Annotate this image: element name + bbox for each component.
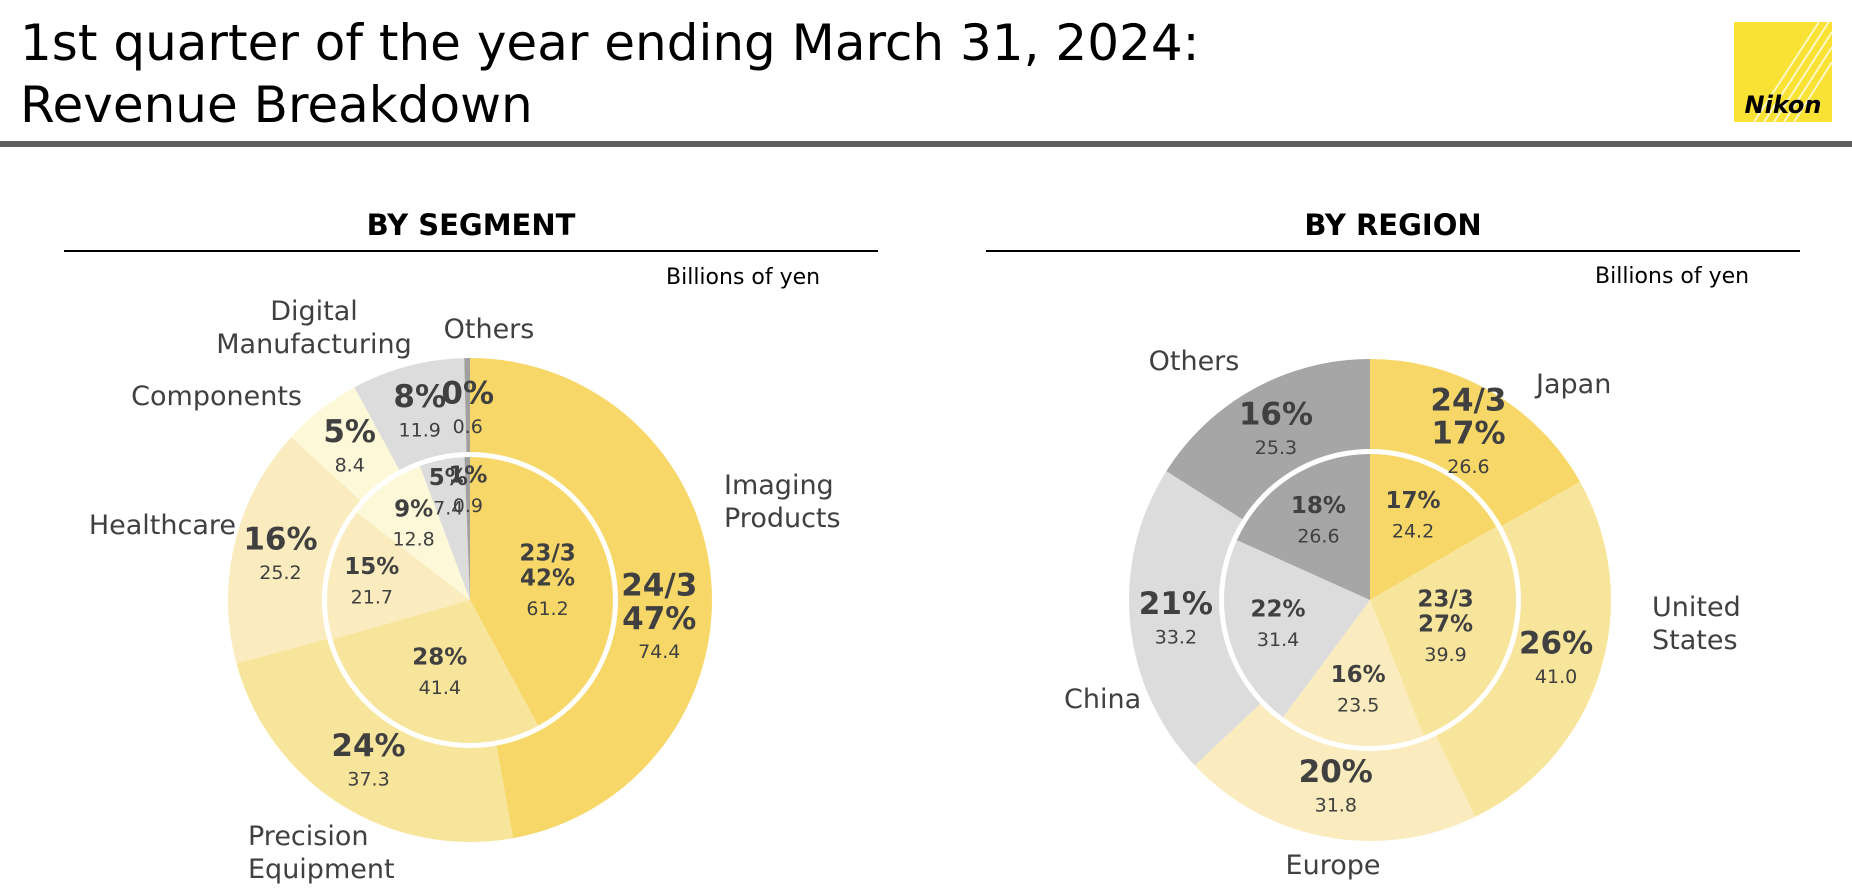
region-section-title: BY REGION xyxy=(1304,208,1482,242)
inner-pct-others: 1% xyxy=(448,463,487,489)
outer-value-others: 0.6 xyxy=(453,416,483,438)
outer-pct-precision-equipment: 24% xyxy=(331,728,405,764)
nikon-logo: Nikon xyxy=(1734,16,1833,123)
outer-pct-components: 5% xyxy=(323,414,376,450)
inner-slice-united-states xyxy=(1370,526,1517,736)
category-label-china: China xyxy=(1064,684,1141,715)
inner-value-components: 12.8 xyxy=(392,529,434,551)
category-label-japan: Japan xyxy=(1534,369,1611,400)
outer-pct-healthcare: 16% xyxy=(243,522,317,558)
category-label-others: Others xyxy=(444,314,535,345)
inner-slice-japan xyxy=(1370,454,1497,600)
category-label-digital-manufacturing: Digital xyxy=(270,296,358,327)
category-label-components: Components xyxy=(131,381,302,412)
title-line-1: 1st quarter of the year ending March 31,… xyxy=(20,14,1200,72)
outer-pct-china: 21% xyxy=(1139,586,1213,622)
inner-pct-precision-equipment: 28% xyxy=(412,645,467,671)
outer-value-united-states: 41.0 xyxy=(1535,666,1577,688)
outer-value-digital-manufacturing: 11.9 xyxy=(399,419,441,441)
by-region-chart: 24/317%26.626%41.020%31.821%33.216%25.31… xyxy=(1064,346,1741,881)
inner-pct-others: 18% xyxy=(1291,493,1346,519)
category-label-imaging-products: Products xyxy=(724,503,841,534)
inner-pct-united-states: 27% xyxy=(1418,611,1473,637)
outer-value-healthcare: 25.2 xyxy=(259,562,301,584)
inner-pct-digital-manufacturing: 5% xyxy=(429,465,468,491)
inner-slice-healthcare xyxy=(327,512,470,640)
inner-slice-europe xyxy=(1282,600,1424,747)
inner-pct-europe: 16% xyxy=(1331,662,1386,688)
inner-slice-precision-equipment xyxy=(332,600,539,743)
outer-pct-digital-manufacturing: 8% xyxy=(393,379,446,415)
outer-value-components: 8.4 xyxy=(335,454,365,476)
outer-pct-europe: 20% xyxy=(1299,754,1373,790)
inner-period-label: 23/3 xyxy=(519,541,575,567)
inner-slice-imaging-products xyxy=(470,457,613,726)
outer-pct-others: 16% xyxy=(1239,397,1313,433)
inner-pct-japan: 17% xyxy=(1385,488,1440,514)
header-divider xyxy=(0,141,1852,147)
category-label-precision-equipment: Equipment xyxy=(248,854,395,885)
inner-value-japan: 24.2 xyxy=(1392,520,1434,542)
inner-value-precision-equipment: 41.4 xyxy=(419,677,461,699)
region-units: Billions of yen xyxy=(1595,264,1750,289)
region-section-rule xyxy=(986,250,1800,252)
outer-value-imaging-products: 74.4 xyxy=(638,641,680,663)
inner-value-others: 26.6 xyxy=(1297,525,1339,547)
outer-value-others: 25.3 xyxy=(1255,437,1297,459)
segment-section-rule xyxy=(64,250,878,252)
inner-slice-digital-manufacturing xyxy=(419,457,470,600)
inner-period-label: 23/3 xyxy=(1417,587,1473,613)
inner-slice-china xyxy=(1224,540,1370,718)
category-label-digital-manufacturing: Manufacturing xyxy=(216,329,412,360)
outer-value-china: 33.2 xyxy=(1155,627,1197,649)
category-label-precision-equipment: Precision xyxy=(248,821,368,852)
logo-text: Nikon xyxy=(1745,91,1822,119)
inner-slice-components xyxy=(356,466,470,600)
inner-pct-imaging-products: 42% xyxy=(520,565,575,591)
outer-pct-imaging-products: 47% xyxy=(622,601,696,637)
outer-pct-others: 0% xyxy=(441,375,494,411)
inner-slice-others xyxy=(464,457,470,600)
category-label-united-states: States xyxy=(1652,625,1738,656)
inner-value-healthcare: 21.7 xyxy=(351,586,393,608)
category-label-healthcare: Healthcare xyxy=(89,510,236,541)
segment-units: Billions of yen xyxy=(666,265,821,290)
outer-value-europe: 31.8 xyxy=(1315,795,1357,817)
inner-slice-others xyxy=(1236,454,1370,600)
category-label-europe: Europe xyxy=(1286,850,1381,881)
title-line-2: Revenue Breakdown xyxy=(20,76,533,134)
outer-pct-japan: 17% xyxy=(1431,416,1505,452)
page-title: 1st quarter of the year ending March 31,… xyxy=(20,12,1200,136)
inner-value-others: 0.9 xyxy=(453,495,483,517)
outer-value-japan: 26.6 xyxy=(1447,456,1489,478)
category-label-others: Others xyxy=(1149,346,1240,377)
inner-value-imaging-products: 61.2 xyxy=(526,598,568,620)
inner-pct-healthcare: 15% xyxy=(344,554,399,580)
outer-pct-united-states: 26% xyxy=(1519,626,1593,662)
outer-period-label: 24/3 xyxy=(1430,382,1506,418)
inner-value-united-states: 39.9 xyxy=(1424,644,1466,666)
inner-value-digital-manufacturing: 7.4 xyxy=(433,497,463,519)
inner-pct-components: 9% xyxy=(394,496,433,522)
inner-value-china: 31.4 xyxy=(1257,629,1299,651)
outer-value-precision-equipment: 37.3 xyxy=(347,768,389,790)
inner-value-europe: 23.5 xyxy=(1337,694,1379,716)
category-label-imaging-products: Imaging xyxy=(724,470,834,501)
segment-section-title: BY SEGMENT xyxy=(366,208,576,242)
category-label-united-states: United xyxy=(1652,592,1741,623)
by-segment-chart: 24/347% 74.4 24% 37.3 16% 25.2 5% 8.4 8% 11.90% 0.… xyxy=(89,296,841,885)
inner-pct-china: 22% xyxy=(1251,597,1306,623)
outer-period-label: 24/3 xyxy=(621,567,697,603)
